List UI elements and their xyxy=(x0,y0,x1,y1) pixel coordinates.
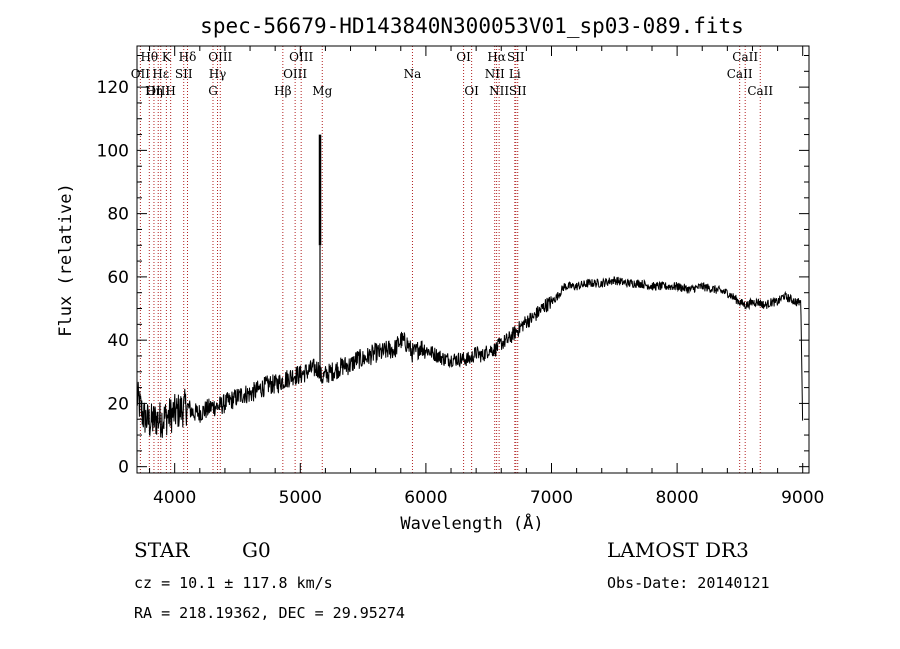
x-tick-label: 4000 xyxy=(153,488,196,508)
y-tick-label: 100 xyxy=(97,141,129,161)
spectral-line-label: Hδ xyxy=(179,50,197,64)
spectral-line-label: SII xyxy=(175,67,193,81)
x-tick-label: 6000 xyxy=(404,488,447,508)
spectral-line-label: K xyxy=(162,50,172,64)
spectral-line-label: CaII xyxy=(727,67,753,81)
y-tick-label: 0 xyxy=(118,458,129,478)
spectral-line-label: Hβ xyxy=(274,84,291,98)
plot-frame xyxy=(136,45,810,474)
spectral-line-label: OIII xyxy=(283,67,307,81)
spectrum-series xyxy=(136,276,804,438)
spectral-subclass: G0 xyxy=(242,538,271,562)
object-class: STAR xyxy=(134,538,190,562)
y-tick-label: 20 xyxy=(107,394,129,414)
spectral-line-label: OIII xyxy=(208,50,232,64)
x-tick-label: 9000 xyxy=(781,488,824,508)
spectral-line-label: CaII xyxy=(732,50,758,64)
y-tick-label: 40 xyxy=(107,331,129,351)
spectral-line-label: H xyxy=(165,84,175,98)
spectral-line-label: G xyxy=(208,84,218,98)
spectral-line-label: CaII xyxy=(747,84,773,98)
x-tick-label: 8000 xyxy=(655,488,698,508)
spectral-line-label: NII xyxy=(489,84,509,98)
spectral-line-label: SII xyxy=(507,50,525,64)
spectral-line-label: OI xyxy=(456,50,471,64)
spectral-line-label: Na xyxy=(404,67,422,81)
spectral-line-label: Li xyxy=(509,67,521,81)
survey-name: LAMOST DR3 xyxy=(607,538,749,562)
spectral-line-label: OI xyxy=(464,84,479,98)
y-tick-label: 60 xyxy=(107,268,129,288)
redshift-readout: cz = 10.1 ± 117.8 km/s xyxy=(134,574,333,592)
spectral-line-label: Hη xyxy=(145,84,163,98)
chart-title: spec-56679-HD143840N300053V01_sp03-089.f… xyxy=(200,14,744,38)
x-axis-label: Wavelength (Å) xyxy=(400,512,543,534)
spectral-line-label: Hθ xyxy=(140,50,158,64)
spectral-line-label: OIII xyxy=(146,84,170,98)
spectral-line-label: OIII xyxy=(289,50,313,64)
spectral-line-label: Hγ xyxy=(209,67,227,81)
spectral-line-label: Hα xyxy=(487,50,506,64)
y-tick-label: 80 xyxy=(107,205,129,225)
x-tick-label: 5000 xyxy=(279,488,322,508)
spectral-line-label: Hε xyxy=(152,67,169,81)
x-tick-label: 7000 xyxy=(530,488,573,508)
y-tick-label: 120 xyxy=(97,78,129,98)
spectral-line-label: OII xyxy=(131,67,151,81)
spectral-line-label: NII xyxy=(485,67,505,81)
spectral-line-label: SII xyxy=(509,84,527,98)
y-axis-label: Flux (relative) xyxy=(56,183,76,337)
coordinates: RA = 218.19362, DEC = 29.95274 xyxy=(134,604,405,622)
obs-date: Obs-Date: 20140121 xyxy=(607,574,770,592)
spectral-line-label: Mg xyxy=(312,84,332,98)
